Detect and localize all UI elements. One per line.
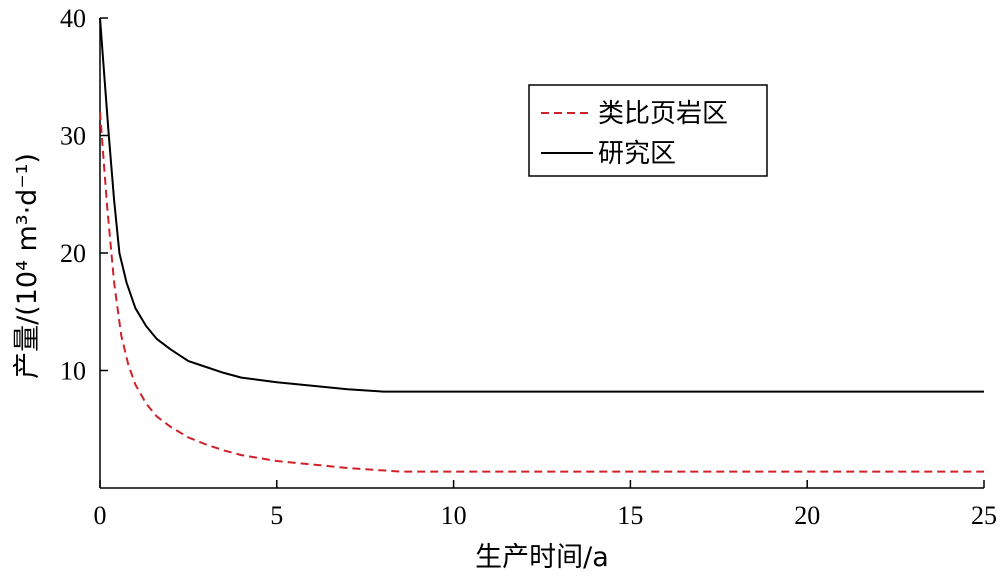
ticks: 0 5 10 15 20 25 10 20 30 40 — [60, 4, 997, 530]
x-tick-label: 15 — [617, 501, 643, 530]
legend: 类比页岩区 研究区 — [528, 84, 768, 177]
y-tick-label: 10 — [60, 357, 86, 386]
y-tick-label: 30 — [60, 122, 86, 151]
y-axis-title: 产量/(10⁴ m³·d⁻¹) — [12, 153, 43, 379]
series-line-analog-shale — [99, 111, 984, 473]
series-group — [99, 17, 984, 473]
y-tick-label: 20 — [60, 239, 86, 268]
legend-label-analog-shale: 类比页岩区 — [598, 99, 728, 129]
x-tick-label: 10 — [441, 501, 467, 530]
series-line-study-area — [99, 17, 984, 393]
legend-box — [528, 84, 768, 177]
y-tick-label: 40 — [60, 4, 86, 33]
x-tick-label: 25 — [971, 501, 997, 530]
x-tick-label: 0 — [94, 501, 107, 530]
x-tick-label: 20 — [794, 501, 820, 530]
x-axis-title: 生产时间/a — [475, 542, 609, 573]
x-tick-label: 5 — [270, 501, 283, 530]
legend-label-study-area: 研究区 — [598, 139, 676, 169]
